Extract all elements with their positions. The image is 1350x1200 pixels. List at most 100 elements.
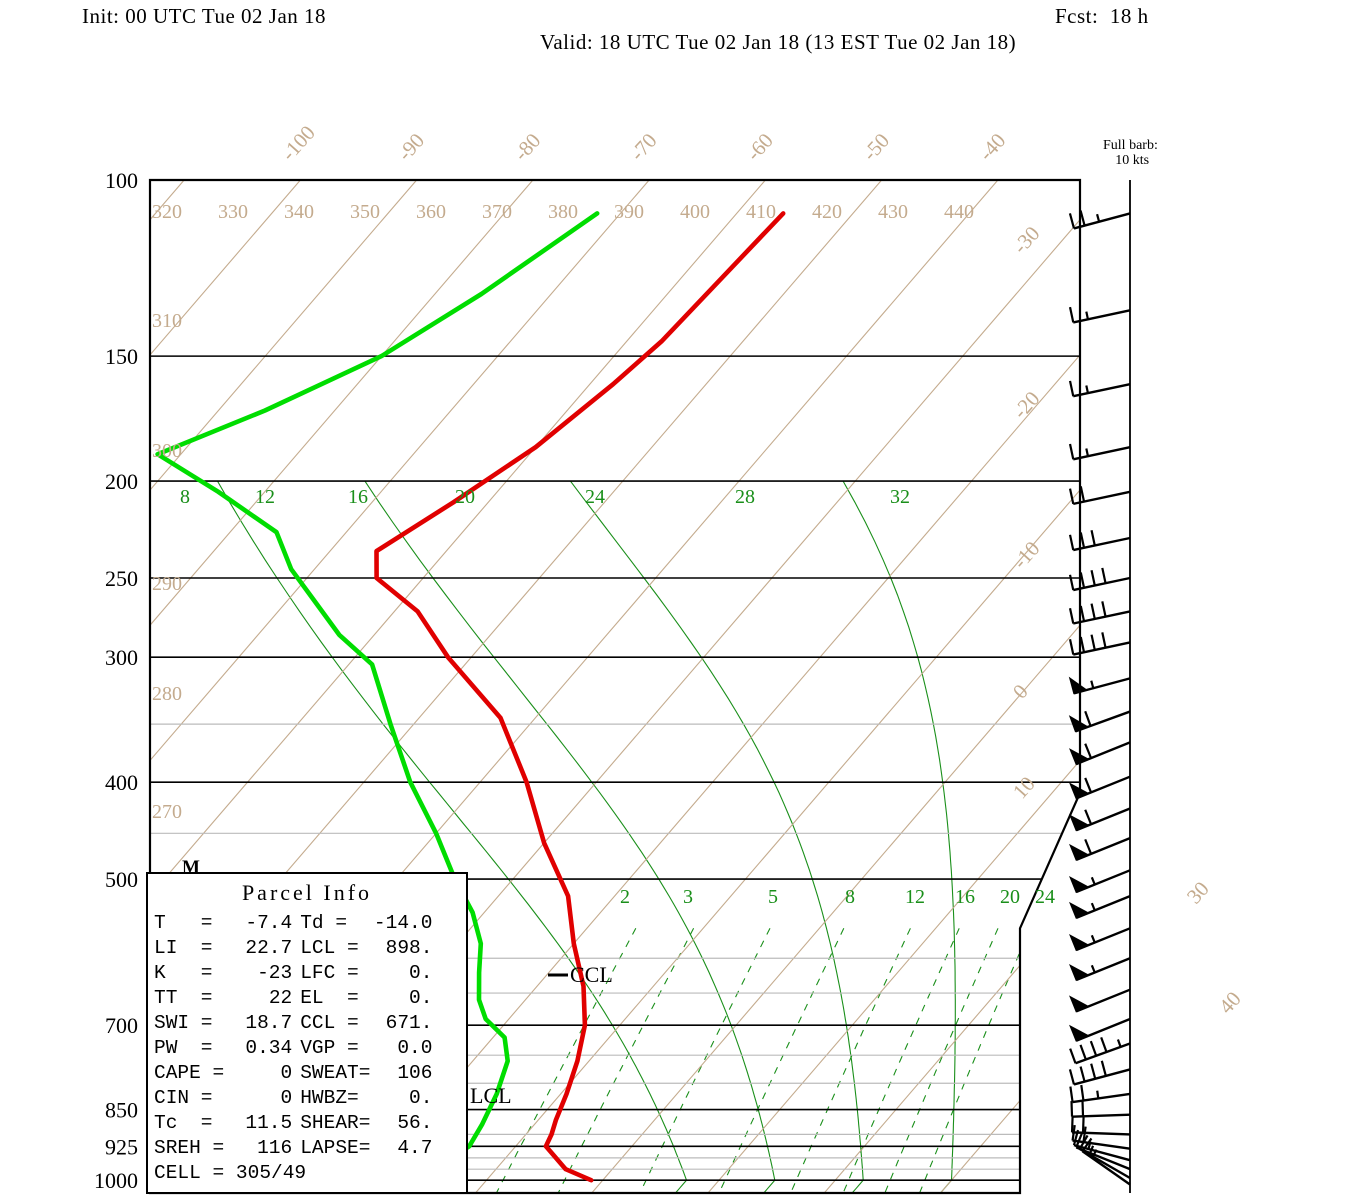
wind-barb xyxy=(1069,1017,1131,1042)
level-annotation-lcl: LCL xyxy=(470,1083,512,1108)
top-temp-label: -80 xyxy=(509,128,546,165)
theta-label: 300 xyxy=(152,440,182,462)
parcel-v1-cell: 22 xyxy=(268,986,293,1009)
parcel-v2-cell: 671. xyxy=(385,1011,433,1034)
mixing-ratio-label: 12 xyxy=(905,886,925,908)
right-temp-label: -30 xyxy=(1008,221,1045,258)
parcel-k2-cell: Td = xyxy=(300,911,348,934)
parcel-k1-cell: CIN = xyxy=(154,1086,213,1109)
parcel-k2-cell: LCL = xyxy=(300,936,359,959)
pressure-tick-label: 500 xyxy=(105,867,138,892)
parcel-info-row: CIN = 0 HWBZ= 0. xyxy=(154,1085,432,1110)
valid-time-label: Valid: 18 UTC Tue 02 Jan 18 (13 EST Tue … xyxy=(540,30,1017,54)
wind-barb xyxy=(1070,1116,1131,1136)
pressure-tick-label: 150 xyxy=(105,344,138,369)
parcel-info-row: Tc = 11.5 SHEAR= 56. xyxy=(154,1110,432,1135)
parcel-k1-cell: SWI = xyxy=(154,1011,213,1034)
parcel-info-title: Parcel Info xyxy=(241,880,373,905)
wind-barb xyxy=(1068,632,1131,656)
theta-label: 440 xyxy=(944,201,974,223)
right-temp-label: 10 xyxy=(1008,772,1040,804)
parcel-k2-cell: CCL = xyxy=(300,1011,359,1034)
theta-label: 420 xyxy=(812,201,842,223)
wind-barb xyxy=(1069,837,1131,861)
parcel-info-row: SWI = 18.7 CCL = 671. xyxy=(154,1010,432,1035)
parcel-k1-cell: K = xyxy=(154,961,213,984)
parcel-k2-cell: LAPSE= xyxy=(300,1136,371,1159)
mixing-ratio-label: 2 xyxy=(620,886,630,908)
parcel-v1-cell: 0 xyxy=(280,1061,293,1084)
pressure-tick-label: 200 xyxy=(105,469,138,494)
pressure-tick-label: 925 xyxy=(105,1134,138,1159)
theta-label: 360 xyxy=(416,201,446,223)
parcel-info-panel: Parcel Info T = -7.4 Td = -14.0 LI = 22.7 LCL … xyxy=(146,872,468,1194)
parcel-v1-cell: 0.34 xyxy=(245,1036,293,1059)
wind-barb xyxy=(1072,1129,1131,1162)
wind-barb xyxy=(1069,988,1131,1013)
wind-barb xyxy=(1069,869,1131,894)
parcel-info-row: CAPE = 0 SWEAT= 106 xyxy=(154,1060,432,1085)
right-temp-label: 0 xyxy=(1008,679,1033,703)
forecast-hour-label: Fcst: 18 h xyxy=(1055,4,1149,28)
pressure-tick-label: 250 xyxy=(105,566,138,591)
parcel-k1-cell: CAPE = xyxy=(154,1061,225,1084)
pressure-tick-label: 100 xyxy=(105,168,138,193)
parcel-k2-cell: LFC = xyxy=(300,961,359,984)
parcel-k1-cell: LI = xyxy=(154,936,213,959)
parcel-v2-cell: 0. xyxy=(409,961,433,984)
pressure-tick-label: 1000 xyxy=(94,1168,138,1193)
thetae-label: 20 xyxy=(455,486,475,508)
mixing-ratio-label: 3 xyxy=(683,886,693,908)
thetae-label: 28 xyxy=(735,486,755,508)
wind-barb xyxy=(1068,1060,1131,1086)
theta-label: 330 xyxy=(218,201,248,223)
mixing-ratio-label: 5 xyxy=(768,886,778,908)
wind-barb xyxy=(1068,529,1131,552)
right-temp-label: 30 xyxy=(1182,877,1214,909)
thetae-label: 12 xyxy=(255,486,275,508)
parcel-v2-cell: 0.0 xyxy=(397,1036,433,1059)
right-temp-label: -20 xyxy=(1008,386,1045,423)
parcel-cell-value: CELL = 305/49 xyxy=(154,1161,307,1184)
wind-barb-column xyxy=(1068,210,1131,1186)
parcel-k2-cell: SHEAR= xyxy=(300,1111,371,1134)
top-temp-label: -50 xyxy=(858,128,895,165)
right-temp-label: 40 xyxy=(1214,987,1246,1019)
wind-barb xyxy=(1068,710,1131,733)
parcel-v1-cell: -7.4 xyxy=(245,911,293,934)
mixing-ratio-label: 20 xyxy=(1000,886,1020,908)
top-temp-label: -70 xyxy=(625,128,662,165)
parcel-k1-cell: T = xyxy=(154,911,213,934)
theta-label: 370 xyxy=(482,201,512,223)
wind-barb xyxy=(1069,775,1131,800)
parcel-v2-cell: 0. xyxy=(409,1086,433,1109)
parcel-info-row: LI = 22.7 LCL = 898. xyxy=(154,935,432,960)
theta-label: 390 xyxy=(614,201,644,223)
parcel-v2-cell: 0. xyxy=(409,986,433,1009)
parcel-k2-cell: VGP = xyxy=(300,1036,359,1059)
parcel-k1-cell: TT = xyxy=(154,986,213,1009)
theta-label: 270 xyxy=(152,801,182,823)
wind-barb xyxy=(1070,1100,1131,1118)
wind-barb xyxy=(1081,1137,1131,1186)
wind-barb xyxy=(1069,927,1131,952)
wind-barb xyxy=(1069,1084,1131,1104)
parcel-v2-cell: 56. xyxy=(397,1111,433,1134)
wind-barb xyxy=(1068,210,1131,230)
theta-label: 410 xyxy=(746,201,776,223)
mixing-ratio-label: 24 xyxy=(1035,886,1055,908)
parcel-info-row: K = -23 LFC = 0. xyxy=(154,960,432,985)
pressure-tick-label: 700 xyxy=(105,1013,138,1038)
parcel-v1-cell: -23 xyxy=(257,961,293,984)
wind-barb xyxy=(1069,1036,1131,1065)
theta-label: 310 xyxy=(152,310,182,332)
parcel-cell-row: CELL = 305/49 xyxy=(154,1160,432,1185)
pressure-tick-label: 300 xyxy=(105,645,138,670)
theta-label: 280 xyxy=(152,683,182,705)
wind-barb xyxy=(1068,567,1131,592)
mixing-ratio-label: 16 xyxy=(955,886,975,908)
parcel-v2-cell: 106 xyxy=(397,1061,433,1084)
parcel-v2-cell: -14.0 xyxy=(373,911,433,934)
mixing-ratio-label: 8 xyxy=(845,886,855,908)
parcel-v2-cell: 4.7 xyxy=(397,1136,433,1159)
